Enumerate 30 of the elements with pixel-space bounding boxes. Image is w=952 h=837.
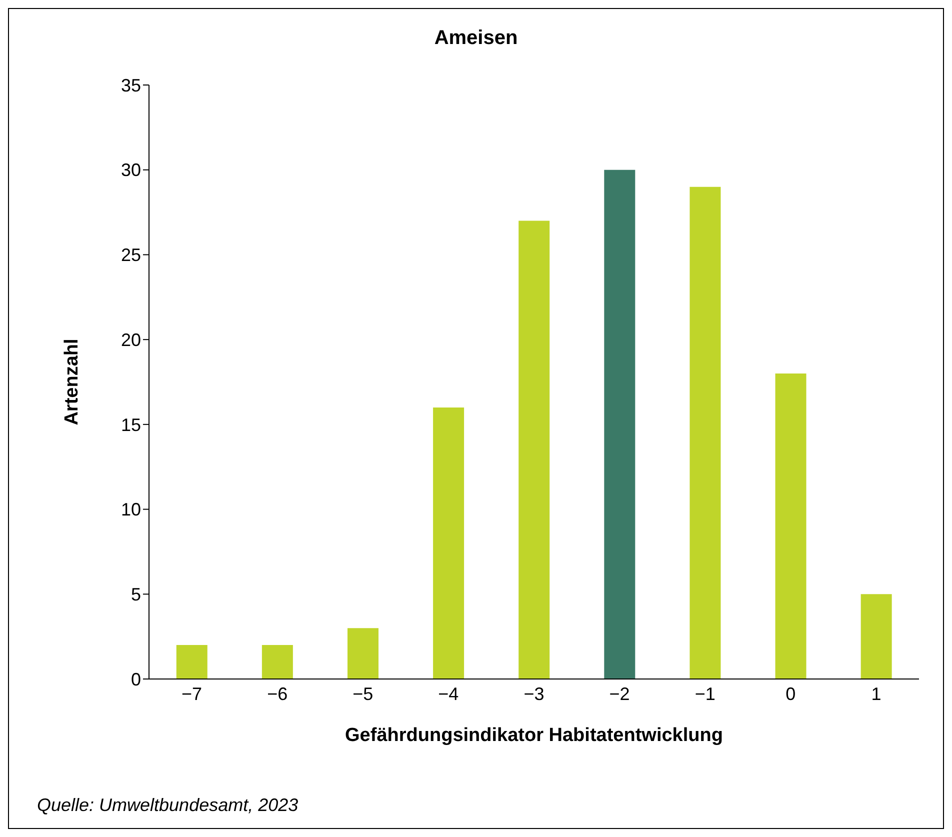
y-tick-label: 5: [130, 584, 141, 605]
bar: [775, 374, 806, 679]
chart-title: Ameisen: [433, 27, 519, 50]
x-tick-label: −2: [609, 684, 630, 704]
y-tick-label: 30: [120, 160, 141, 180]
x-tick-label: −5: [352, 684, 374, 704]
y-tick-label: 0: [130, 669, 141, 690]
y-tick-label: 25: [120, 245, 141, 266]
bar: [518, 220, 550, 679]
x-tick-label: −3: [524, 684, 544, 704]
bar: [176, 645, 208, 679]
y-axis-title: Artenzahl: [62, 338, 83, 426]
x-tick-label: −1: [694, 684, 716, 704]
bar: [690, 186, 721, 679]
bar: [262, 645, 293, 679]
x-tick-label: −6: [267, 684, 288, 704]
x-tick-label: −7: [182, 684, 202, 704]
y-tick-label: 15: [120, 414, 141, 435]
bar: [347, 628, 378, 679]
y-tick-label: 10: [120, 500, 141, 520]
bar: [433, 407, 464, 679]
x-tick-label: 1: [871, 684, 882, 704]
bar: [604, 170, 636, 679]
y-tick-label: 20: [120, 330, 141, 350]
x-tick-label: 0: [786, 684, 796, 704]
x-axis-title: Gefährdungsindikator Habitatentwicklung: [345, 725, 723, 746]
bar: [860, 594, 892, 679]
y-tick-label: 35: [120, 75, 141, 96]
x-tick-label: −4: [438, 684, 459, 704]
source-note: Quelle: Umweltbundesamt, 2023: [37, 795, 298, 816]
